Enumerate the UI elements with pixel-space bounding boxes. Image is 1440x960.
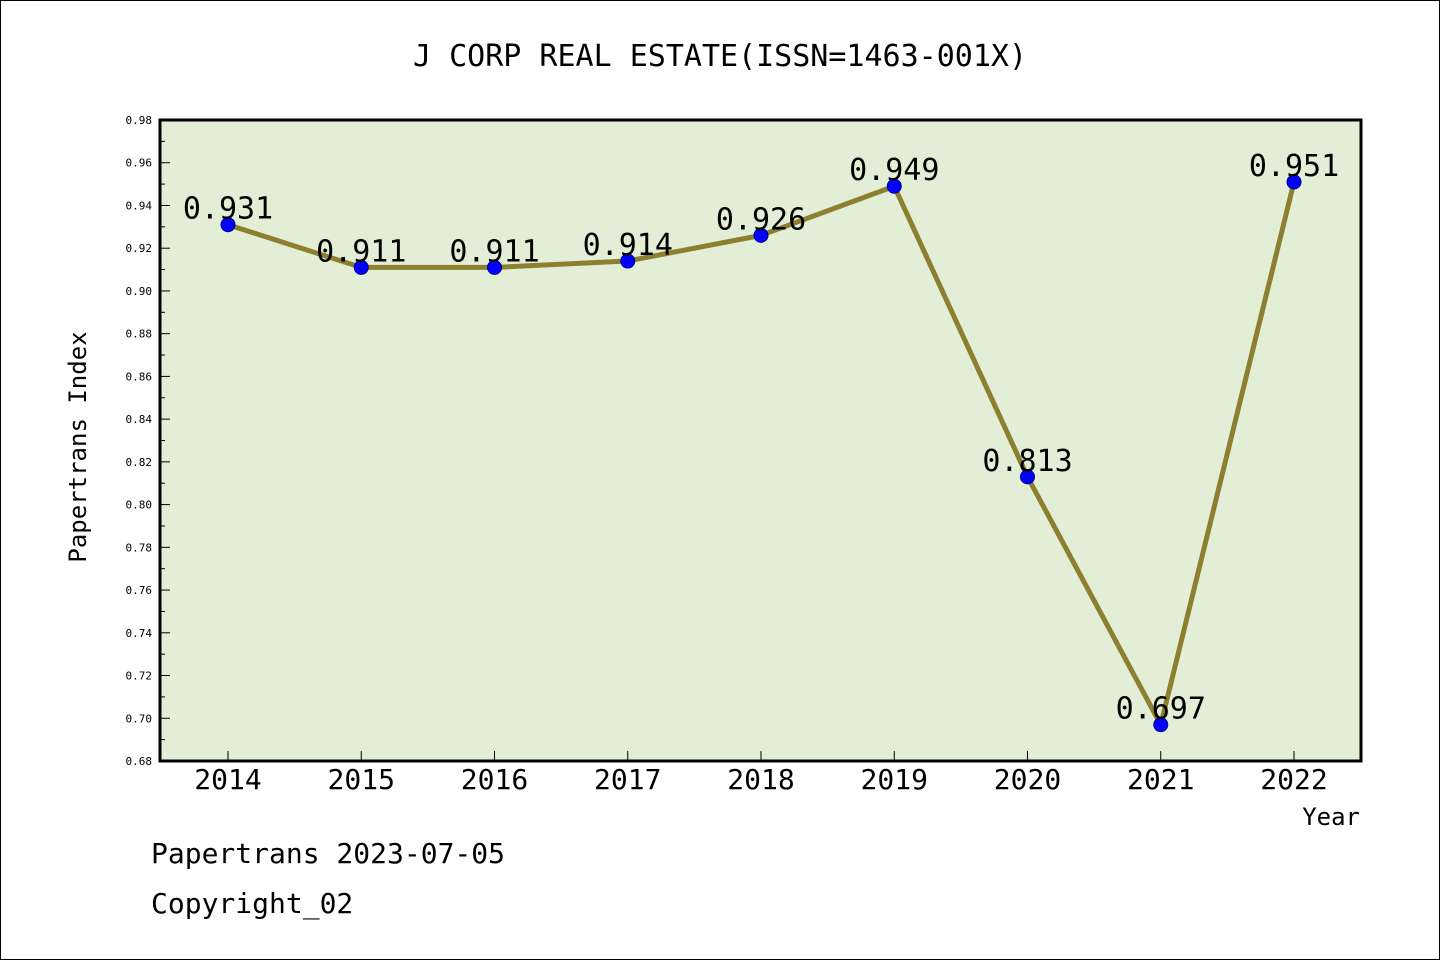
y-tick-label: 0.94 (126, 199, 153, 212)
data-label: 0.697 (1116, 692, 1206, 727)
data-point (353, 259, 369, 275)
plot-area: 0.68 0.70 0.72 0.74 0.76 0.78 0.80 0.82 0.84 0.86… (126, 114, 1363, 796)
data-label: 0.951 (1249, 149, 1339, 184)
y-tick-label: 0.70 (126, 712, 153, 725)
x-tick-label: 2021 (1127, 763, 1194, 796)
y-tick-label: 0.72 (126, 670, 153, 683)
x-tick-label: 2017 (594, 763, 661, 796)
data-point (1286, 174, 1302, 190)
y-tick-label: 0.78 (126, 541, 153, 554)
data-label: 0.914 (583, 228, 673, 263)
data-point (620, 253, 636, 269)
x-tick-label: 2018 (727, 763, 794, 796)
data-label: 0.911 (316, 234, 406, 269)
data-point (487, 259, 502, 275)
x-tick-label: 2022 (1260, 763, 1327, 796)
data-point (1020, 469, 1035, 485)
plot-border (158, 118, 1363, 763)
x-tick-label: 2014 (194, 763, 261, 796)
x-tick-label: 2020 (994, 763, 1061, 796)
data-label: 0.813 (982, 444, 1072, 479)
data-label: 0.931 (183, 192, 273, 227)
x-tick-label: 2019 (861, 763, 928, 796)
copyright-text: Copyright_02 (151, 887, 354, 920)
y-tick-label: 0.80 (126, 499, 153, 512)
data-label: 0.911 (449, 234, 539, 269)
x-axis-label: Year (1302, 803, 1360, 831)
data-label: 0.949 (849, 153, 939, 188)
source-date-text: Papertrans 2023-07-05 (151, 837, 506, 870)
data-point (886, 178, 902, 194)
y-tick-label: 0.88 (126, 328, 153, 341)
y-tick-label: 0.74 (126, 627, 153, 640)
data-point (220, 217, 236, 233)
y-axis-label: Papertrans Index (64, 331, 92, 562)
y-tick-label: 0.68 (126, 755, 153, 768)
x-tick-label: 2016 (461, 763, 528, 796)
chart-title: J CORP REAL ESTATE(ISSN=1463-001X) (413, 39, 1027, 74)
y-tick-label: 0.76 (126, 584, 153, 597)
data-point (753, 227, 769, 243)
plot-background (160, 120, 1361, 761)
data-point (1153, 717, 1169, 733)
y-tick-label: 0.86 (126, 370, 153, 383)
x-tick-label: 2015 (328, 763, 395, 796)
y-tick-label: 0.96 (126, 157, 153, 170)
y-tick-label: 0.90 (126, 285, 153, 298)
y-tick-label: 0.98 (126, 114, 153, 127)
y-tick-label: 0.84 (126, 413, 153, 426)
y-tick-label: 0.82 (126, 456, 153, 469)
y-tick-label: 0.92 (126, 242, 153, 255)
data-label: 0.926 (716, 202, 806, 237)
